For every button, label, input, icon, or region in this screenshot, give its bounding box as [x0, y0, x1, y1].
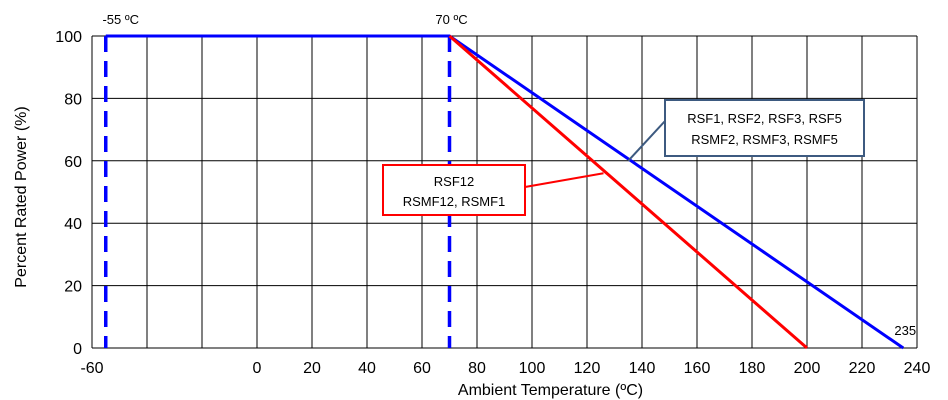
- x-tick-label: 40: [358, 360, 376, 377]
- x-tick-label: 60: [413, 360, 431, 377]
- y-tick-label: 80: [64, 91, 82, 108]
- series-line: [448, 34, 808, 350]
- red-series-label-line: RSF12: [434, 174, 474, 189]
- y-tick-label: 40: [64, 216, 82, 233]
- ref-line-label: 70 ºC: [435, 12, 467, 27]
- blue-series-label-box: [664, 99, 865, 157]
- blue-box-pointer: [627, 120, 666, 162]
- red-box-pointer: [524, 172, 604, 188]
- x-tick-labels: -60 0 20 40 60 80 100 120 140 160 180 200 220 240: [80, 360, 930, 377]
- x-tick-label: 20: [303, 360, 321, 377]
- x-tick-label: 120: [574, 360, 601, 377]
- endpoint-label: 235: [894, 323, 916, 338]
- x-tick-label: 160: [684, 360, 711, 377]
- x-tick-label: 0: [253, 360, 262, 377]
- x-tick-label: 180: [739, 360, 766, 377]
- chart-grid: [91, 35, 918, 349]
- chart-series: [105, 34, 905, 350]
- red-series-label-line: RSMF12, RSMF1: [403, 194, 506, 209]
- x-tick-label: 140: [629, 360, 656, 377]
- y-tick-label: 60: [64, 154, 82, 171]
- blue-series-label-line: RSMF2, RSMF3, RSMF5: [691, 132, 838, 147]
- x-tick-label: 220: [849, 360, 876, 377]
- y-axis-title: Percent Rated Power (%): [13, 106, 30, 287]
- ref-line-label: -55 ºC: [102, 12, 139, 27]
- blue-series-label-line: RSF1, RSF2, RSF3, RSF5: [687, 111, 842, 126]
- x-tick-label: 80: [468, 360, 486, 377]
- x-tick-label: 240: [904, 360, 931, 377]
- x-tick-label: -60: [80, 360, 103, 377]
- annotations: 235 RSF1, RSF2, RSF3, RSF5 RSMF2, RSMF3, R…: [382, 99, 916, 338]
- y-tick-labels: 0 20 40 60 80 100: [55, 29, 82, 358]
- x-tick-label: 200: [794, 360, 821, 377]
- y-tick-label: 20: [64, 279, 82, 296]
- y-tick-label: 0: [73, 341, 82, 358]
- x-tick-label: 100: [519, 360, 546, 377]
- red-series-label-box: [382, 164, 526, 216]
- y-tick-label: 100: [55, 29, 82, 46]
- x-axis-title: Ambient Temperature (ºC): [458, 382, 643, 399]
